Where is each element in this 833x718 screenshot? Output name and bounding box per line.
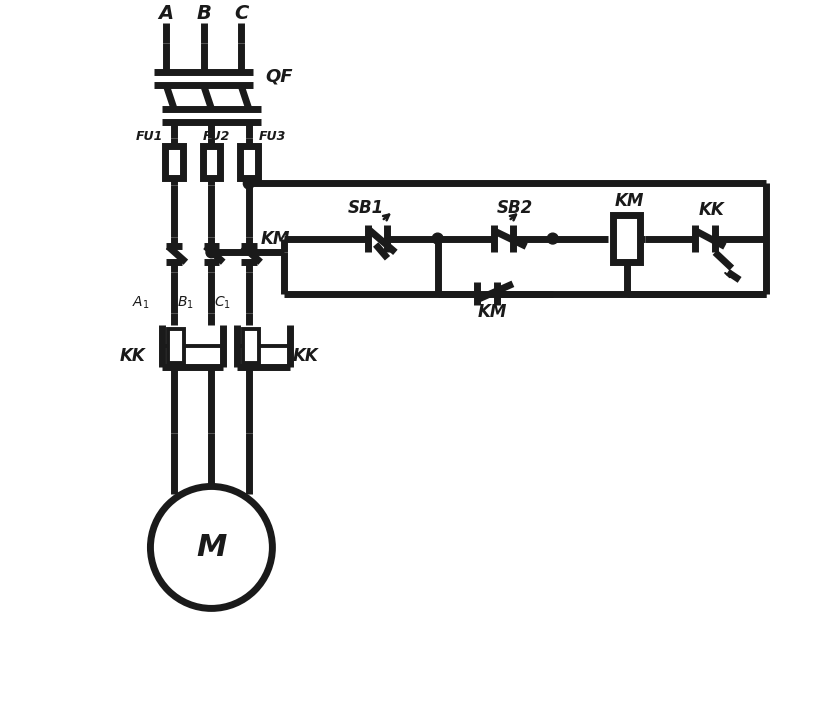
Text: KK: KK: [293, 348, 319, 365]
Circle shape: [432, 233, 443, 244]
Circle shape: [243, 178, 254, 189]
Text: M: M: [197, 533, 227, 562]
Circle shape: [151, 487, 272, 608]
Bar: [168, 329, 184, 363]
Text: KM: KM: [261, 230, 290, 248]
Text: KK: KK: [698, 201, 724, 219]
Text: KM: KM: [615, 192, 644, 210]
Text: QF: QF: [266, 67, 293, 85]
Text: $B_1$: $B_1$: [177, 295, 194, 312]
Text: B: B: [196, 4, 211, 23]
Text: C: C: [234, 4, 248, 23]
Text: SB2: SB2: [496, 199, 533, 217]
Text: FU1: FU1: [136, 130, 163, 143]
Bar: [202, 146, 220, 177]
Text: SB1: SB1: [348, 199, 384, 217]
Bar: [240, 146, 257, 177]
Bar: [165, 146, 183, 177]
Text: FU3: FU3: [258, 130, 286, 143]
Text: KM: KM: [477, 303, 506, 321]
Circle shape: [547, 233, 558, 244]
Text: A: A: [158, 4, 174, 23]
Circle shape: [206, 247, 217, 258]
Text: $C_1$: $C_1$: [214, 295, 231, 312]
Bar: [613, 215, 641, 262]
Text: KK: KK: [120, 348, 146, 365]
Text: $A_1$: $A_1$: [132, 295, 149, 312]
Text: FU2: FU2: [202, 130, 230, 143]
Bar: [243, 329, 258, 363]
